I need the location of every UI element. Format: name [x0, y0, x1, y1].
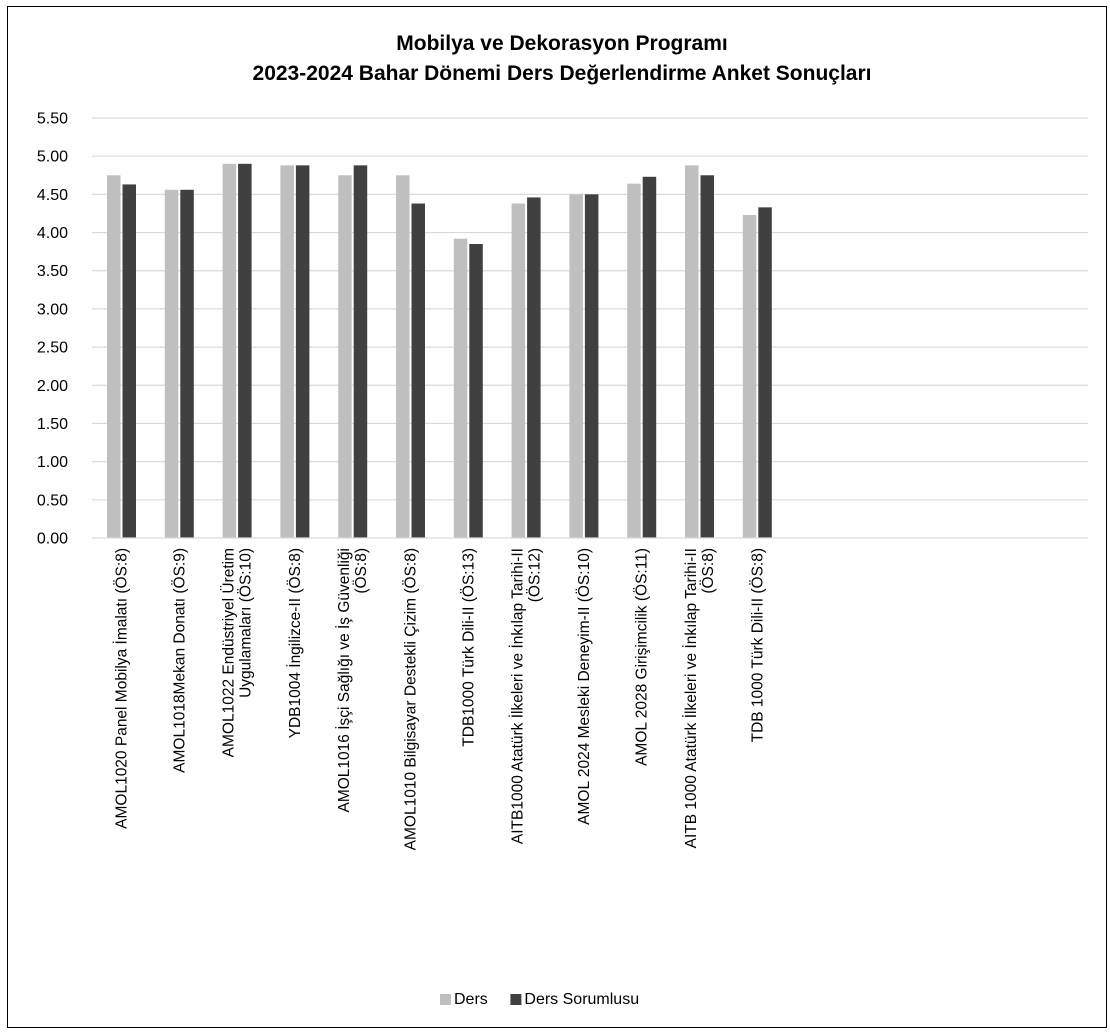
y-tick-label: 4.50: [37, 187, 68, 204]
bar-ders-sorumlusu: [469, 244, 483, 538]
bar-ders-sorumlusu: [411, 203, 425, 538]
y-tick-label: 5.00: [37, 149, 68, 166]
bar-ders: [338, 175, 352, 539]
category-label: (ÖS:8): [699, 548, 717, 594]
bar-ders-sorumlusu: [584, 194, 599, 538]
bar-ders-sorumlusu: [295, 165, 310, 538]
bar-series: [107, 163, 772, 539]
y-tick-label: 2.50: [37, 340, 68, 357]
category-label: AMOL1022 Endüstriyel Üretim: [220, 548, 238, 757]
bar-ders: [222, 163, 237, 538]
category-label: TDB 1000 Türk Dili-II (ÖS:8): [748, 548, 766, 742]
category-label: YDB1004 İngilizce-II (ÖS:8): [286, 548, 304, 738]
category-label: AMOL 2024 Mesleki Deneyim-II (ÖS:10): [575, 548, 593, 825]
bar-ders-sorumlusu: [700, 175, 714, 539]
bar-ders-sorumlusu: [238, 163, 252, 538]
chart-subtitle: 2023-2024 Bahar Dönemi Ders Değerlendirm…: [253, 62, 872, 85]
y-tick-label: 1.50: [37, 416, 68, 433]
bar-ders: [685, 165, 699, 538]
y-tick-label: 0.00: [37, 531, 68, 548]
chart-title: Mobilya ve Dekorasyon Programı: [396, 32, 727, 55]
bar-ders-sorumlusu: [758, 207, 772, 538]
category-label: (ÖS:8): [352, 548, 370, 594]
y-tick-label: 3.50: [37, 263, 68, 280]
category-label: AMOL 2028 Girişimcilik (ÖS:11): [633, 548, 651, 766]
legend-label: Ders: [454, 991, 488, 1008]
category-label: Uygulamaları (ÖS:10): [237, 548, 255, 698]
legend-swatch-ders: [440, 994, 451, 1005]
y-tick-label: 3.00: [37, 301, 68, 318]
bar-ders: [511, 203, 526, 538]
y-tick-label: 2.00: [37, 378, 68, 395]
bar-ders: [742, 214, 757, 538]
bar-ders-sorumlusu: [527, 197, 541, 538]
bar-ders: [396, 175, 410, 539]
bar-ders: [627, 183, 641, 538]
category-label: TDB1000 Türk Dili-II (ÖS:13): [459, 548, 477, 747]
category-label: AMOL1020 Panel Mobilya İmalatı (ÖS:8): [113, 548, 131, 829]
y-tick-label: 0.50: [37, 492, 68, 509]
bar-ders-sorumlusu: [122, 184, 136, 538]
category-label: AMOL1010 Bilgisayar Destekli Çizim (ÖS:8…: [402, 548, 420, 850]
legend-label: Ders Sorumlusu: [524, 991, 639, 1008]
category-label: AMOL1016 İşçi Sağlığı ve İş Güvenliği: [335, 548, 353, 813]
category-label: (ÖS:12): [526, 548, 544, 602]
y-tick-label: 1.00: [37, 454, 68, 471]
bar-ders-sorumlusu: [180, 189, 194, 539]
y-tick-label: 5.50: [37, 111, 68, 128]
legend-swatch-ders-sorumlusu: [510, 994, 522, 1005]
bar-ders: [280, 165, 294, 538]
bar-ders: [107, 175, 121, 539]
y-tick-label: 4.00: [37, 225, 68, 242]
legend: Ders Ders Sorumlusu: [440, 991, 639, 1008]
bar-ders: [164, 189, 179, 539]
category-labels: AMOL1020 Panel Mobilya İmalatı (ÖS:8) AMO…: [113, 548, 767, 850]
bar-ders-sorumlusu: [353, 165, 368, 538]
y-axis-ticks: 0.00 0.50 1.00 1.50 2.00 2.50 3.00 3.50 4.00 4.50…: [37, 111, 68, 548]
category-label: AITB 1000 Atatürk İlkeleri ve İnkılap Ta…: [682, 548, 700, 848]
bar-ders: [569, 194, 583, 538]
category-label: AMOL1018Mekan Donatı (ÖS:9): [170, 548, 188, 773]
bar-ders-sorumlusu: [642, 176, 657, 539]
category-label: AITB1000 Atatürk İlkeleri ve İnkılap Tar…: [509, 548, 527, 844]
bar-ders: [453, 238, 468, 538]
